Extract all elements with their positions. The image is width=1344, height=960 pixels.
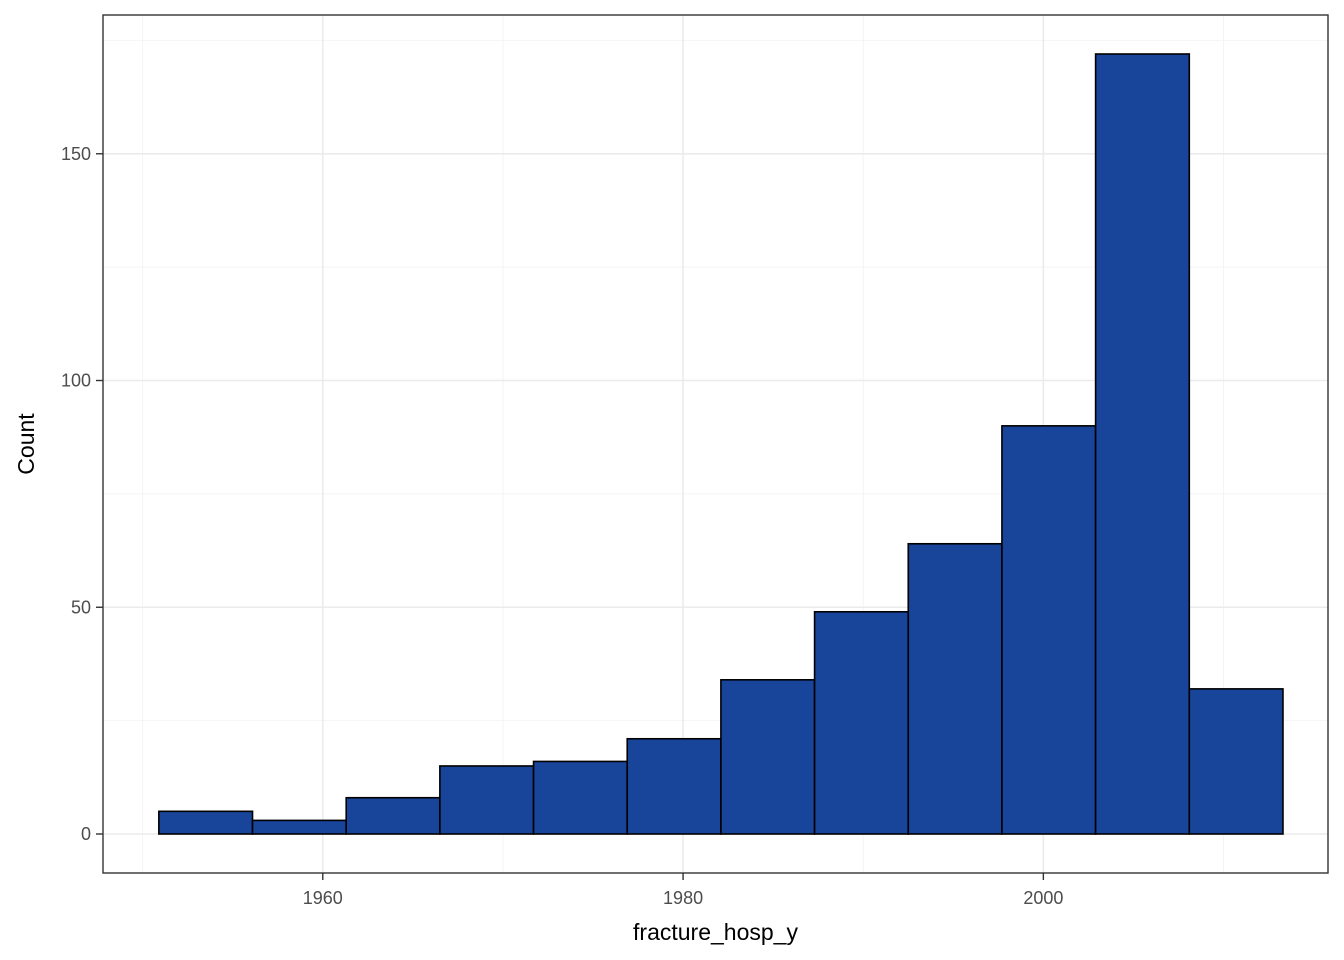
histogram-bar <box>1001 425 1097 835</box>
histogram-bar <box>907 542 1003 835</box>
y-tick-label: 100 <box>61 371 91 391</box>
histogram-bar <box>1094 53 1191 835</box>
panel-border <box>102 14 1329 874</box>
histogram-bars <box>158 53 1284 835</box>
histogram-bar <box>439 765 535 835</box>
y-tick-label: 50 <box>71 597 91 617</box>
x-axis-ticks: 1960 1980 2000 <box>303 873 1063 908</box>
x-tick-label: 1980 <box>663 888 703 908</box>
histogram-bar <box>532 760 629 835</box>
y-axis-title: Count <box>13 413 39 475</box>
x-axis-title: fracture_hosp_y <box>633 919 798 945</box>
x-tick-label: 1960 <box>303 888 343 908</box>
y-tick-label: 150 <box>61 144 91 164</box>
y-tick-label: 0 <box>81 824 91 844</box>
histogram-bar <box>720 679 816 835</box>
x-tick-label: 2000 <box>1023 888 1063 908</box>
histogram-bar <box>813 610 910 835</box>
y-axis-ticks: 0 50 100 150 <box>61 144 103 844</box>
histogram-bar <box>626 737 722 835</box>
histogram-bar <box>1188 688 1284 835</box>
histogram-bar <box>345 796 441 835</box>
histogram-bar <box>251 819 347 835</box>
histogram-bar <box>158 810 254 835</box>
